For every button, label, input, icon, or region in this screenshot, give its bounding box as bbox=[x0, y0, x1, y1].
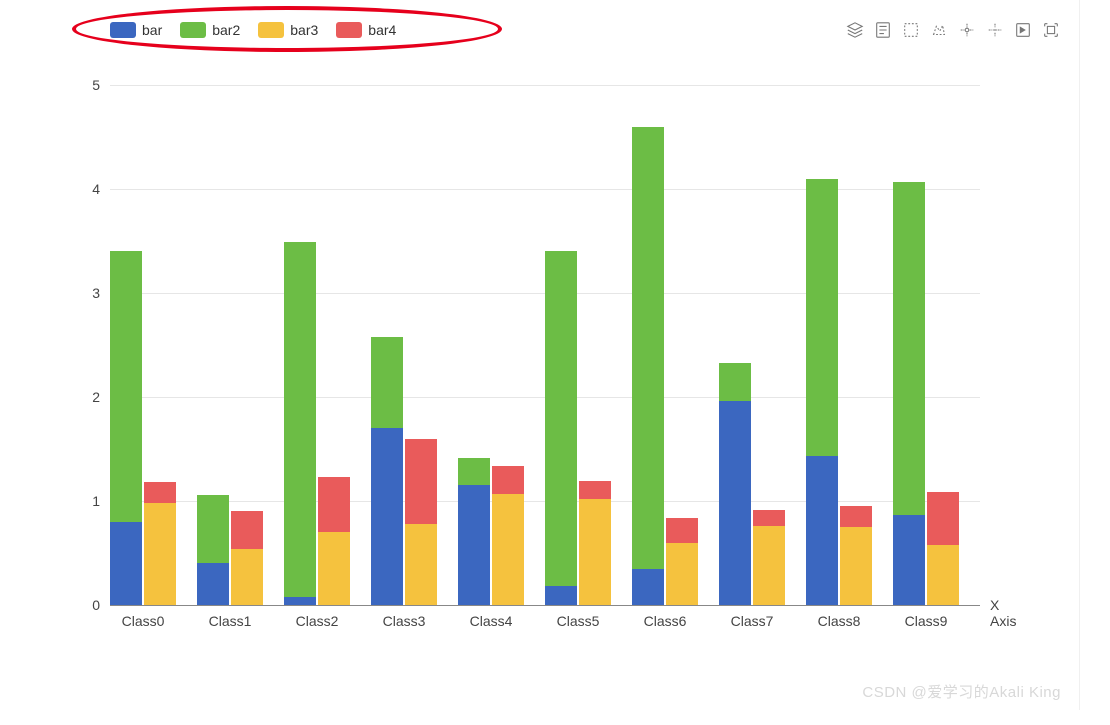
bar-bar3[interactable] bbox=[579, 499, 611, 605]
bar-bar4[interactable] bbox=[927, 492, 959, 545]
bar-bar4[interactable] bbox=[318, 477, 350, 532]
bar-bar[interactable] bbox=[806, 456, 838, 605]
bar-bar2[interactable] bbox=[893, 182, 925, 515]
bar-bar3[interactable] bbox=[840, 527, 872, 605]
bar-bar3[interactable] bbox=[231, 549, 263, 605]
bar-bar4[interactable] bbox=[405, 439, 437, 524]
plot-area: 012345Class0Class1Class2Class3Class4Clas… bbox=[110, 85, 980, 605]
zoom-reset-icon[interactable] bbox=[985, 20, 1005, 40]
x-tick-label: Class9 bbox=[905, 613, 948, 629]
bar-bar2[interactable] bbox=[458, 458, 490, 485]
bar-bar3[interactable] bbox=[927, 545, 959, 605]
x-axis-label: X Axis bbox=[990, 597, 1016, 629]
bar-bar[interactable] bbox=[197, 563, 229, 605]
x-tick-label: Class1 bbox=[209, 613, 252, 629]
bar-bar3[interactable] bbox=[405, 524, 437, 605]
bar-bar[interactable] bbox=[371, 428, 403, 605]
legend-swatch bbox=[180, 22, 206, 38]
x-tick-label: Class5 bbox=[557, 613, 600, 629]
chart-area: 012345Class0Class1Class2Class3Class4Clas… bbox=[110, 85, 980, 620]
bar-bar4[interactable] bbox=[753, 510, 785, 526]
bar-bar2[interactable] bbox=[371, 337, 403, 429]
bar-bar[interactable] bbox=[110, 522, 142, 605]
legend: bar bar2 bar3 bar4 bbox=[110, 22, 396, 38]
y-tick-label: 3 bbox=[70, 285, 100, 301]
bar-bar4[interactable] bbox=[666, 518, 698, 543]
bar-icon[interactable] bbox=[901, 20, 921, 40]
bar-bar2[interactable] bbox=[110, 251, 142, 521]
bar-bar2[interactable] bbox=[632, 127, 664, 569]
x-tick-label: Class0 bbox=[122, 613, 165, 629]
bar-bar[interactable] bbox=[719, 401, 751, 605]
legend-item-bar2[interactable]: bar2 bbox=[180, 22, 240, 38]
bar-bar4[interactable] bbox=[579, 481, 611, 499]
bar-bar3[interactable] bbox=[492, 494, 524, 605]
gridline bbox=[110, 605, 980, 606]
bar-bar2[interactable] bbox=[284, 242, 316, 597]
restore-icon[interactable] bbox=[1013, 20, 1033, 40]
bar-bar4[interactable] bbox=[492, 466, 524, 494]
legend-swatch bbox=[110, 22, 136, 38]
bar-bar3[interactable] bbox=[144, 503, 176, 605]
bar-bar[interactable] bbox=[458, 485, 490, 605]
save-icon[interactable] bbox=[1041, 20, 1061, 40]
x-tick-label: Class4 bbox=[470, 613, 513, 629]
watermark: CSDN @爱学习的Akali King bbox=[862, 681, 1061, 702]
bar-bar4[interactable] bbox=[840, 506, 872, 527]
bar-bar2[interactable] bbox=[545, 251, 577, 586]
gridline bbox=[110, 189, 980, 190]
legend-label: bar4 bbox=[368, 22, 396, 38]
legend-item-bar3[interactable]: bar3 bbox=[258, 22, 318, 38]
bar-bar2[interactable] bbox=[197, 495, 229, 564]
bar-bar4[interactable] bbox=[231, 511, 263, 548]
bar-bar2[interactable] bbox=[806, 179, 838, 457]
y-tick-label: 2 bbox=[70, 389, 100, 405]
bar-bar3[interactable] bbox=[666, 543, 698, 605]
bar-bar[interactable] bbox=[284, 597, 316, 605]
legend-swatch bbox=[336, 22, 362, 38]
data-view-icon[interactable] bbox=[873, 20, 893, 40]
bar-bar3[interactable] bbox=[318, 532, 350, 605]
x-tick-label: Class3 bbox=[383, 613, 426, 629]
x-tick-label: Class8 bbox=[818, 613, 861, 629]
legend-item-bar[interactable]: bar bbox=[110, 22, 162, 38]
zoom-in-icon[interactable] bbox=[957, 20, 977, 40]
legend-item-bar4[interactable]: bar4 bbox=[336, 22, 396, 38]
stack-icon[interactable] bbox=[845, 20, 865, 40]
x-tick-label: Class2 bbox=[296, 613, 339, 629]
bar-bar2[interactable] bbox=[719, 363, 751, 401]
bar-bar[interactable] bbox=[632, 569, 664, 605]
bar-bar3[interactable] bbox=[753, 526, 785, 605]
legend-label: bar3 bbox=[290, 22, 318, 38]
y-tick-label: 5 bbox=[70, 77, 100, 93]
y-tick-label: 4 bbox=[70, 181, 100, 197]
gridline bbox=[110, 85, 980, 86]
legend-swatch bbox=[258, 22, 284, 38]
legend-label: bar2 bbox=[212, 22, 240, 38]
bar-bar[interactable] bbox=[545, 586, 577, 605]
x-tick-label: Class6 bbox=[644, 613, 687, 629]
toolbox bbox=[845, 20, 1061, 40]
chart-container: bar bar2 bar3 bar4 012345Class0Class1Cla… bbox=[0, 0, 1080, 710]
x-tick-label: Class7 bbox=[731, 613, 774, 629]
legend-label: bar bbox=[142, 22, 162, 38]
y-tick-label: 1 bbox=[70, 493, 100, 509]
bar-bar4[interactable] bbox=[144, 482, 176, 503]
polygon-icon[interactable] bbox=[929, 20, 949, 40]
y-tick-label: 0 bbox=[70, 597, 100, 613]
bar-bar[interactable] bbox=[893, 515, 925, 605]
